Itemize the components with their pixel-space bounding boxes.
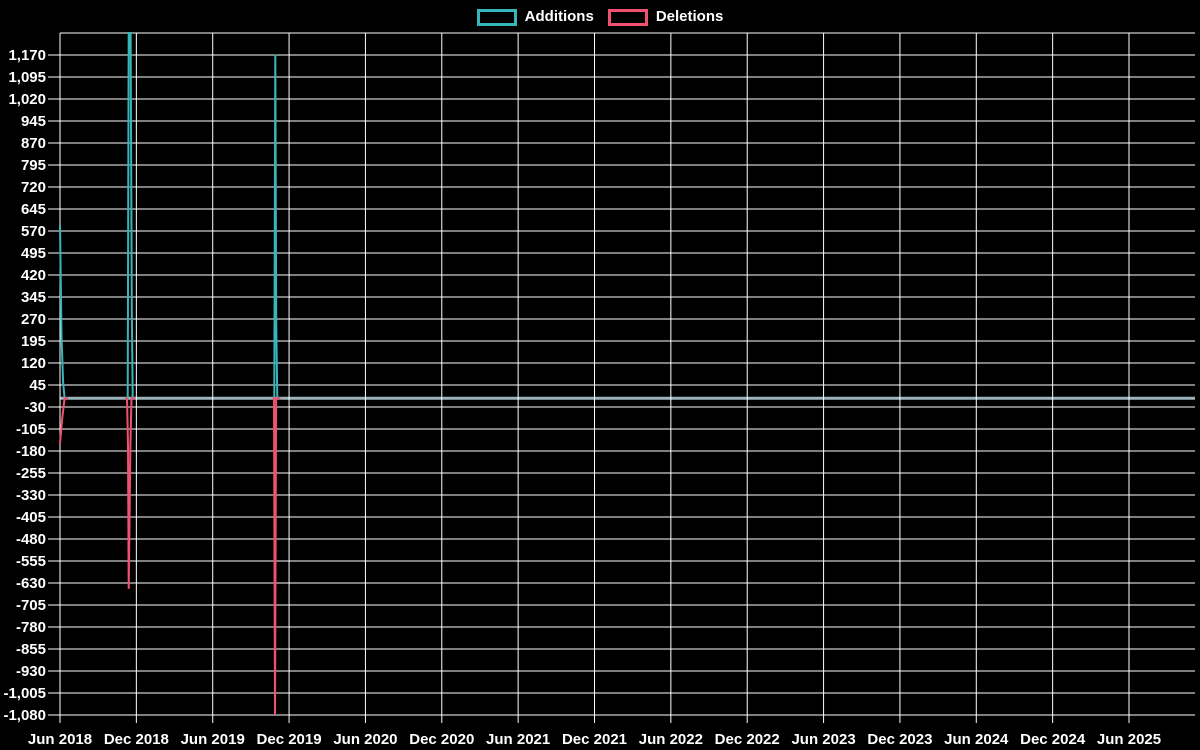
additions-line (59, 225, 69, 400)
chart-legend: Additions Deletions (0, 8, 1200, 26)
y-tick-label: 1,095 (8, 69, 46, 86)
additions-swatch-icon (476, 8, 517, 26)
y-tick-label: 720 (21, 179, 46, 196)
y-tick-label: 570 (21, 223, 46, 240)
x-tick-label: Jun 2024 (944, 731, 1009, 748)
x-tick-label: Dec 2018 (104, 731, 169, 748)
deletions-line (59, 397, 69, 444)
x-tick-label: Jun 2023 (791, 731, 855, 748)
y-tick-label: 195 (21, 333, 46, 350)
x-tick-label: Dec 2020 (409, 731, 474, 748)
x-tick-label: Dec 2024 (1020, 731, 1086, 748)
x-tick-label: Jun 2018 (28, 731, 92, 748)
y-tick-label: -1,005 (3, 685, 46, 702)
y-tick-label: 870 (21, 135, 46, 152)
y-tick-label: -180 (16, 443, 46, 460)
deletions-line (272, 397, 281, 716)
x-tick-label: Dec 2021 (562, 731, 627, 748)
y-tick-label: 1,020 (8, 91, 46, 108)
y-tick-label: -480 (16, 531, 46, 548)
x-tick-label: Dec 2023 (867, 731, 932, 748)
x-tick-label: Jun 2020 (333, 731, 397, 748)
y-tick-label: -780 (16, 619, 46, 636)
y-tick-label: -1,080 (3, 707, 46, 724)
y-tick-label: -255 (16, 465, 46, 482)
x-tick-label: Jun 2025 (1097, 731, 1161, 748)
y-tick-label: -555 (16, 553, 46, 570)
y-tick-label: -705 (16, 597, 46, 614)
x-tick-label: Jun 2019 (181, 731, 245, 748)
x-tick-label: Jun 2022 (639, 731, 703, 748)
y-tick-label: 420 (21, 267, 46, 284)
y-tick-label: -855 (16, 641, 46, 658)
legend-item-deletions[interactable]: Deletions (607, 8, 724, 26)
y-tick-label: -405 (16, 509, 46, 526)
additions-line (272, 54, 281, 400)
additions-line (125, 32, 136, 400)
y-tick-label: 120 (21, 355, 46, 372)
y-tick-label: -105 (16, 421, 46, 438)
y-tick-label: 795 (21, 157, 46, 174)
x-tick-label: Dec 2022 (715, 731, 780, 748)
y-tick-label: 645 (21, 201, 46, 218)
y-tick-label: 495 (21, 245, 46, 262)
y-tick-label: 1,170 (8, 47, 46, 64)
deletions-swatch-icon (607, 8, 648, 26)
y-tick-label: 45 (29, 377, 46, 394)
y-tick-label: -630 (16, 575, 46, 592)
x-tick-label: Dec 2019 (257, 731, 322, 748)
y-tick-label: 345 (21, 289, 46, 306)
y-tick-label: -930 (16, 663, 46, 680)
y-tick-label: 270 (21, 311, 46, 328)
legend-label-deletions: Deletions (655, 8, 724, 25)
x-tick-label: Jun 2021 (486, 731, 550, 748)
legend-item-additions[interactable]: Additions (476, 8, 594, 26)
y-tick-label: -30 (24, 399, 46, 416)
legend-label-additions: Additions (524, 8, 594, 25)
deletions-line (125, 397, 136, 589)
y-tick-label: -330 (16, 487, 46, 504)
y-tick-label: 945 (21, 113, 46, 130)
